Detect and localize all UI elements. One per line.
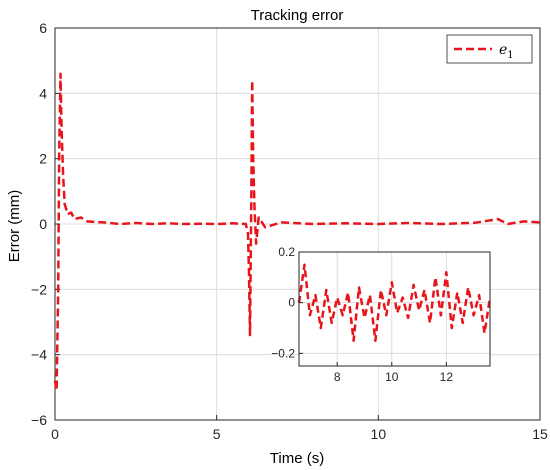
inset-x-tick-label: 12 xyxy=(440,370,454,384)
inset-y-tick-label: 0 xyxy=(288,296,295,310)
x-tick-label: 5 xyxy=(213,426,221,442)
y-tick-labels: −6 −4 −2 0 2 4 6 xyxy=(31,20,47,428)
x-tick-label: 0 xyxy=(51,426,59,442)
series-line-e1 xyxy=(53,72,541,392)
y-tick-label: −4 xyxy=(31,347,47,363)
legend: e1 xyxy=(446,34,533,64)
inset-frame xyxy=(298,251,491,367)
y-tick-label: −2 xyxy=(31,281,47,297)
chart-title: Tracking error xyxy=(251,7,344,24)
x-tick-labels: 0 5 10 15 xyxy=(51,426,548,442)
inset-series-line xyxy=(297,263,492,342)
x-tick-label: 15 xyxy=(532,426,548,442)
inset-y-tick-label: −0.2 xyxy=(271,346,295,360)
series-layer xyxy=(53,72,541,392)
inset-chart: 8 10 12 0.2 0 −0.2 xyxy=(271,245,492,384)
x-axis-label: Time (s) xyxy=(270,450,324,467)
y-tick-label: 2 xyxy=(39,151,47,167)
inset-background xyxy=(299,252,490,366)
inset-y-tick-label: 0.2 xyxy=(278,245,295,259)
inset-y-tick-labels: 0.2 0 −0.2 xyxy=(271,245,295,360)
y-tick-label: −6 xyxy=(31,412,47,428)
y-tick-label: 6 xyxy=(39,20,47,36)
y-tick-label: 0 xyxy=(39,216,47,232)
legend-entry-e1: e1 xyxy=(499,42,514,61)
inset-x-tick-labels: 8 10 12 xyxy=(334,370,453,384)
x-tick-label: 10 xyxy=(371,426,387,442)
y-tick-label: 4 xyxy=(39,85,47,101)
plot-frame xyxy=(54,27,541,421)
inset-x-tick-label: 10 xyxy=(385,370,399,384)
inset-x-tick-label: 8 xyxy=(334,370,341,384)
y-axis-label: Error (mm) xyxy=(6,190,23,262)
inset-series-layer xyxy=(297,263,492,342)
